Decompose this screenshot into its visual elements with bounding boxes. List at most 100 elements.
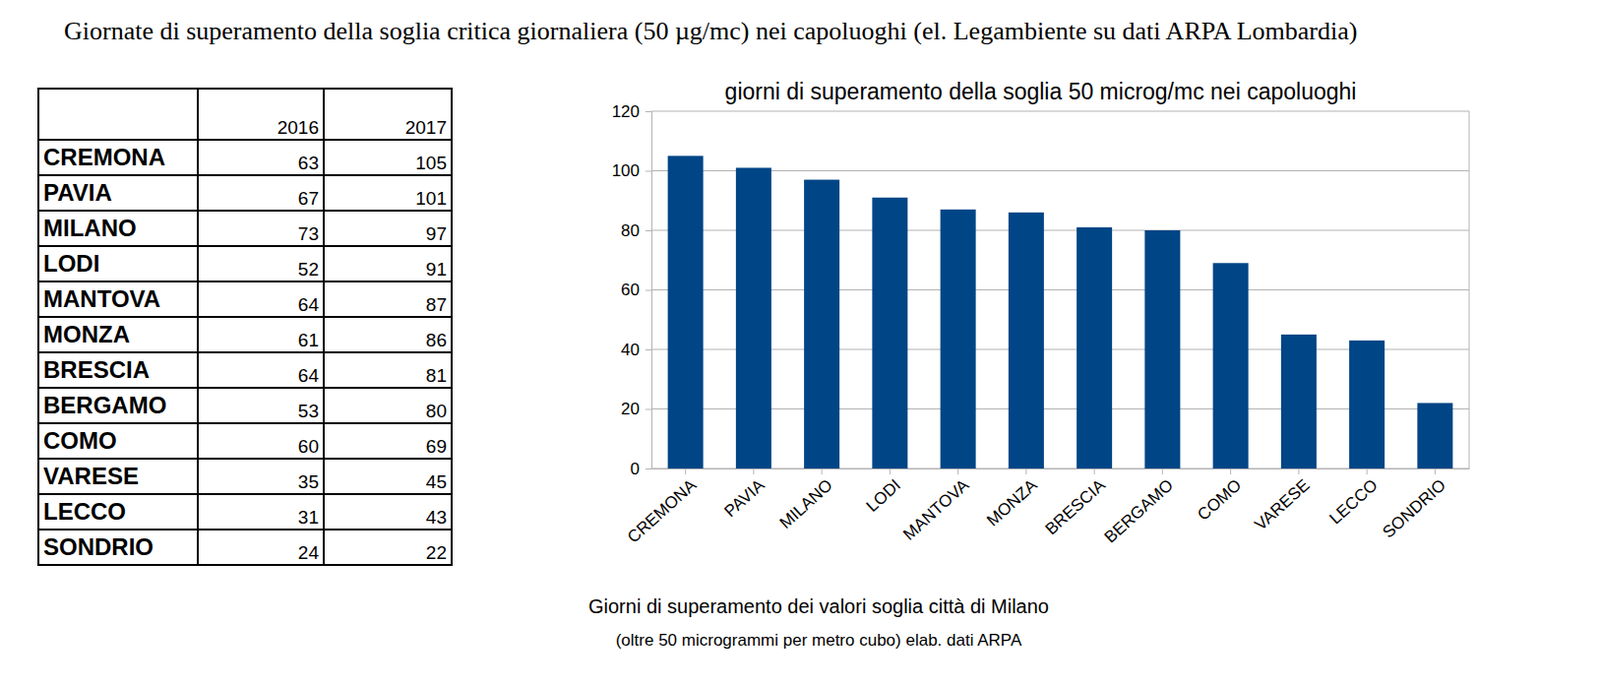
table-cell: 22 bbox=[323, 529, 452, 565]
x-tick-mark bbox=[1230, 468, 1231, 475]
page-title: Giornate di superamento della soglia cri… bbox=[63, 15, 1403, 48]
corner-cell bbox=[38, 88, 198, 140]
y-tick: 0 bbox=[630, 459, 652, 479]
x-tick: CREMONA bbox=[623, 468, 701, 548]
table-cell: 61 bbox=[197, 316, 324, 353]
table-row: VARESE3545 bbox=[38, 458, 452, 494]
x-tick: MILANO bbox=[776, 468, 837, 533]
y-tick-mark bbox=[645, 468, 652, 470]
x-tick-mark bbox=[1025, 468, 1027, 475]
y-axis-line bbox=[645, 112, 653, 470]
row-label: PAVIA bbox=[38, 175, 198, 211]
y-tick: 60 bbox=[620, 280, 652, 300]
chart-svg: 020406080100120CREMONAPAVIAMILANOLODIMAN… bbox=[0, 0, 1600, 687]
x-tick-label: CREMONA bbox=[623, 475, 701, 548]
row-label: MILANO bbox=[38, 210, 198, 247]
table-cell: 86 bbox=[323, 316, 452, 353]
grid bbox=[651, 111, 1470, 469]
plot-border bbox=[1469, 111, 1471, 469]
grid-line bbox=[651, 468, 1470, 470]
table-cell: 64 bbox=[197, 352, 324, 388]
x-tick-label: MANTOVA bbox=[899, 475, 974, 545]
table-row: CREMONA63105 bbox=[38, 139, 452, 176]
y-tick-mark bbox=[645, 171, 652, 173]
row-label: MANTOVA bbox=[38, 281, 198, 317]
bar bbox=[668, 155, 704, 469]
caption-subtitle: (oltre 50 microgrammi per metro cubo) el… bbox=[615, 630, 1023, 650]
x-tick-label: MILANO bbox=[776, 475, 837, 533]
row-label: LODI bbox=[38, 246, 198, 282]
row-label: BERGAMO bbox=[38, 387, 198, 424]
x-tick: BERGAMO bbox=[1101, 468, 1177, 548]
table-row: LECCO3143 bbox=[38, 493, 452, 530]
row-label: COMO bbox=[38, 423, 198, 459]
x-tick-label: LODI bbox=[862, 475, 905, 516]
x-tick-label: BERGAMO bbox=[1101, 475, 1177, 547]
chart-title: giorni di superamento della soglia 50 mi… bbox=[725, 78, 1357, 105]
x-tick: LODI bbox=[862, 468, 905, 516]
x-tick: LECCO bbox=[1326, 468, 1382, 529]
table-cell: 63 bbox=[197, 139, 324, 176]
table-cell: 105 bbox=[323, 139, 452, 176]
table-row: MILANO7397 bbox=[38, 210, 452, 247]
bar bbox=[871, 197, 908, 469]
x-tick-mark bbox=[1297, 468, 1299, 475]
table-cell: 80 bbox=[323, 387, 452, 424]
table-cell: 53 bbox=[197, 387, 324, 424]
table-cell: 101 bbox=[323, 175, 452, 211]
table-row: SONDRIO2422 bbox=[38, 529, 452, 565]
table-cell: 52 bbox=[197, 246, 324, 282]
table-cell: 81 bbox=[323, 352, 452, 388]
bar bbox=[940, 209, 977, 469]
grid-line bbox=[651, 170, 1470, 172]
x-tick-mark bbox=[821, 468, 823, 475]
grid-line bbox=[651, 289, 1470, 291]
x-tick-label: LECCO bbox=[1326, 475, 1382, 528]
x-tick: MANTOVA bbox=[899, 468, 974, 545]
x-tick: PAVIA bbox=[720, 468, 769, 521]
table-cell: 64 bbox=[197, 281, 324, 317]
y-tick: 120 bbox=[612, 102, 652, 122]
y-tick: 100 bbox=[612, 161, 652, 181]
plot: 020406080100120CREMONAPAVIAMILANOLODIMAN… bbox=[612, 102, 1471, 548]
caption-title: Giorni di superamento dei valori soglia … bbox=[588, 595, 1049, 617]
x-tick: MONZA bbox=[983, 468, 1042, 530]
bar bbox=[1349, 340, 1385, 469]
y-tick-mark bbox=[645, 230, 652, 232]
data-table: 20162017CREMONA63105PAVIA67101MILANO7397… bbox=[37, 87, 453, 566]
bar bbox=[1416, 402, 1453, 469]
y-tick-label: 100 bbox=[612, 161, 640, 181]
x-tick-mark bbox=[1366, 468, 1368, 475]
y-tick: 80 bbox=[620, 221, 652, 241]
x-tick-mark bbox=[684, 468, 686, 475]
y-tick-mark bbox=[645, 290, 652, 292]
table-cell: 87 bbox=[323, 281, 452, 317]
row-label: CREMONA bbox=[38, 139, 198, 176]
table-cell: 35 bbox=[197, 458, 324, 494]
x-tick: BRESCIA bbox=[1042, 468, 1110, 539]
x-tick-mark bbox=[752, 468, 754, 475]
y-tick: 20 bbox=[620, 399, 652, 419]
table-row: MONZA6186 bbox=[38, 316, 452, 353]
x-tick: COMO bbox=[1193, 468, 1245, 525]
bar bbox=[1076, 227, 1112, 469]
bar bbox=[803, 180, 840, 469]
table-cell: 60 bbox=[197, 423, 324, 459]
row-label: LECCO bbox=[38, 493, 198, 530]
grid-line bbox=[651, 408, 1470, 410]
x-axis-line bbox=[652, 468, 1471, 470]
bar bbox=[1281, 334, 1317, 469]
y-tick-mark bbox=[645, 349, 652, 351]
y-tick-label: 20 bbox=[620, 399, 640, 419]
x-tick-mark bbox=[1162, 468, 1164, 475]
x-tick-label: COMO bbox=[1193, 475, 1245, 525]
x-tick-label: PAVIA bbox=[720, 475, 769, 521]
header-row: 20162017 bbox=[38, 88, 452, 140]
table-cell: 67 bbox=[197, 175, 324, 211]
table-cell: 45 bbox=[323, 458, 452, 494]
table-row: LODI5291 bbox=[38, 246, 452, 282]
table-cell: 31 bbox=[197, 493, 324, 530]
x-tick-mark bbox=[1434, 468, 1436, 475]
row-label: VARESE bbox=[38, 458, 198, 494]
table-row: MANTOVA6487 bbox=[38, 281, 452, 317]
